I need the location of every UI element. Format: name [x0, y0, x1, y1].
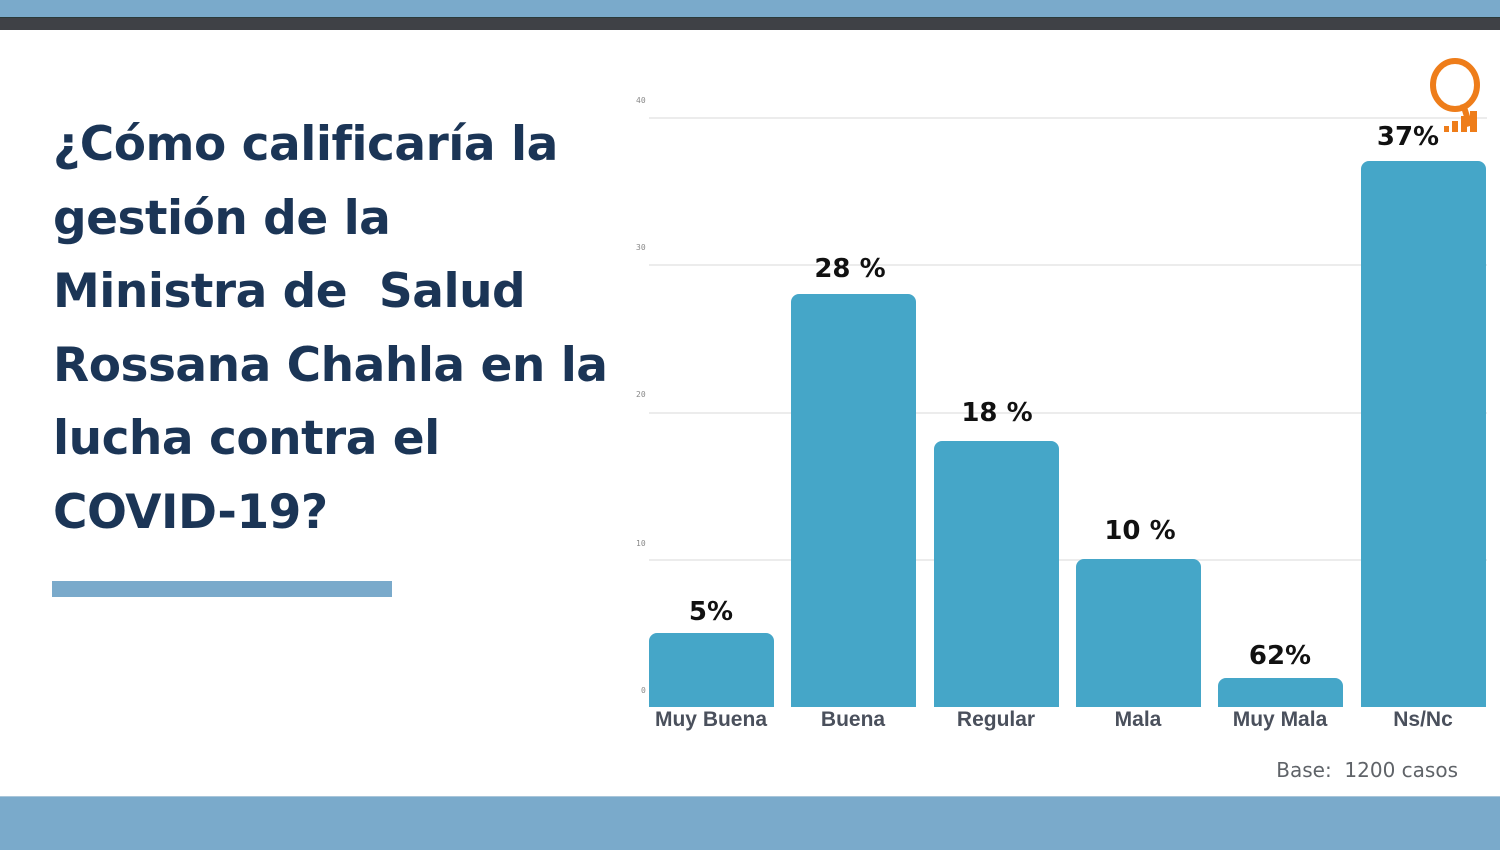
title-underline	[52, 581, 392, 597]
base-note: Base: 1200 casos	[1276, 758, 1458, 782]
y-tick: 20	[636, 390, 646, 399]
y-tick: 0	[641, 686, 646, 695]
bar-mala	[1076, 559, 1201, 707]
data-label: 10 %	[1104, 516, 1176, 546]
bar-muy-mala	[1218, 678, 1343, 707]
gridline-30	[649, 264, 1487, 266]
category-label: Ns/Nc	[1393, 708, 1453, 731]
y-tick: 10	[636, 539, 646, 548]
title-line: COVID-19?	[53, 484, 328, 540]
title-line: ¿Cómo calificaría la	[53, 117, 558, 172]
data-label: 28 %	[814, 254, 886, 284]
data-label: 5%	[688, 597, 734, 627]
category-label: Regular	[956, 708, 1036, 731]
title-line: Rossana Chahla en la	[53, 337, 608, 393]
gridline-10	[649, 559, 1487, 561]
dark-band	[0, 17, 1500, 30]
data-label: 62%	[1248, 641, 1312, 671]
top-band	[0, 0, 1500, 17]
y-tick: 30	[636, 243, 646, 252]
bar-ns-nc	[1361, 161, 1486, 707]
q-signal-logo-icon	[1428, 56, 1484, 136]
title-line: Ministra de Salud	[53, 264, 526, 319]
bottom-band	[0, 796, 1500, 850]
title-line: gestión de la	[53, 190, 391, 246]
category-label: Buena	[820, 708, 886, 731]
category-label: Muy Buena	[654, 708, 767, 731]
category-label: Mala	[1114, 708, 1162, 731]
data-label: 18 %	[961, 398, 1033, 428]
y-tick: 40	[636, 96, 646, 105]
bar-buena	[791, 294, 916, 707]
gridline-40	[649, 117, 1487, 119]
bar-regular	[934, 441, 1059, 707]
title-line: lucha contra el	[53, 411, 440, 466]
gridline-20	[649, 412, 1487, 414]
bar-muy-buena	[649, 633, 774, 707]
question-title: ¿Cómo calificaría la gestión de la Minis…	[53, 108, 623, 549]
category-label: Muy Mala	[1232, 708, 1328, 731]
data-label: 37%	[1376, 122, 1440, 152]
